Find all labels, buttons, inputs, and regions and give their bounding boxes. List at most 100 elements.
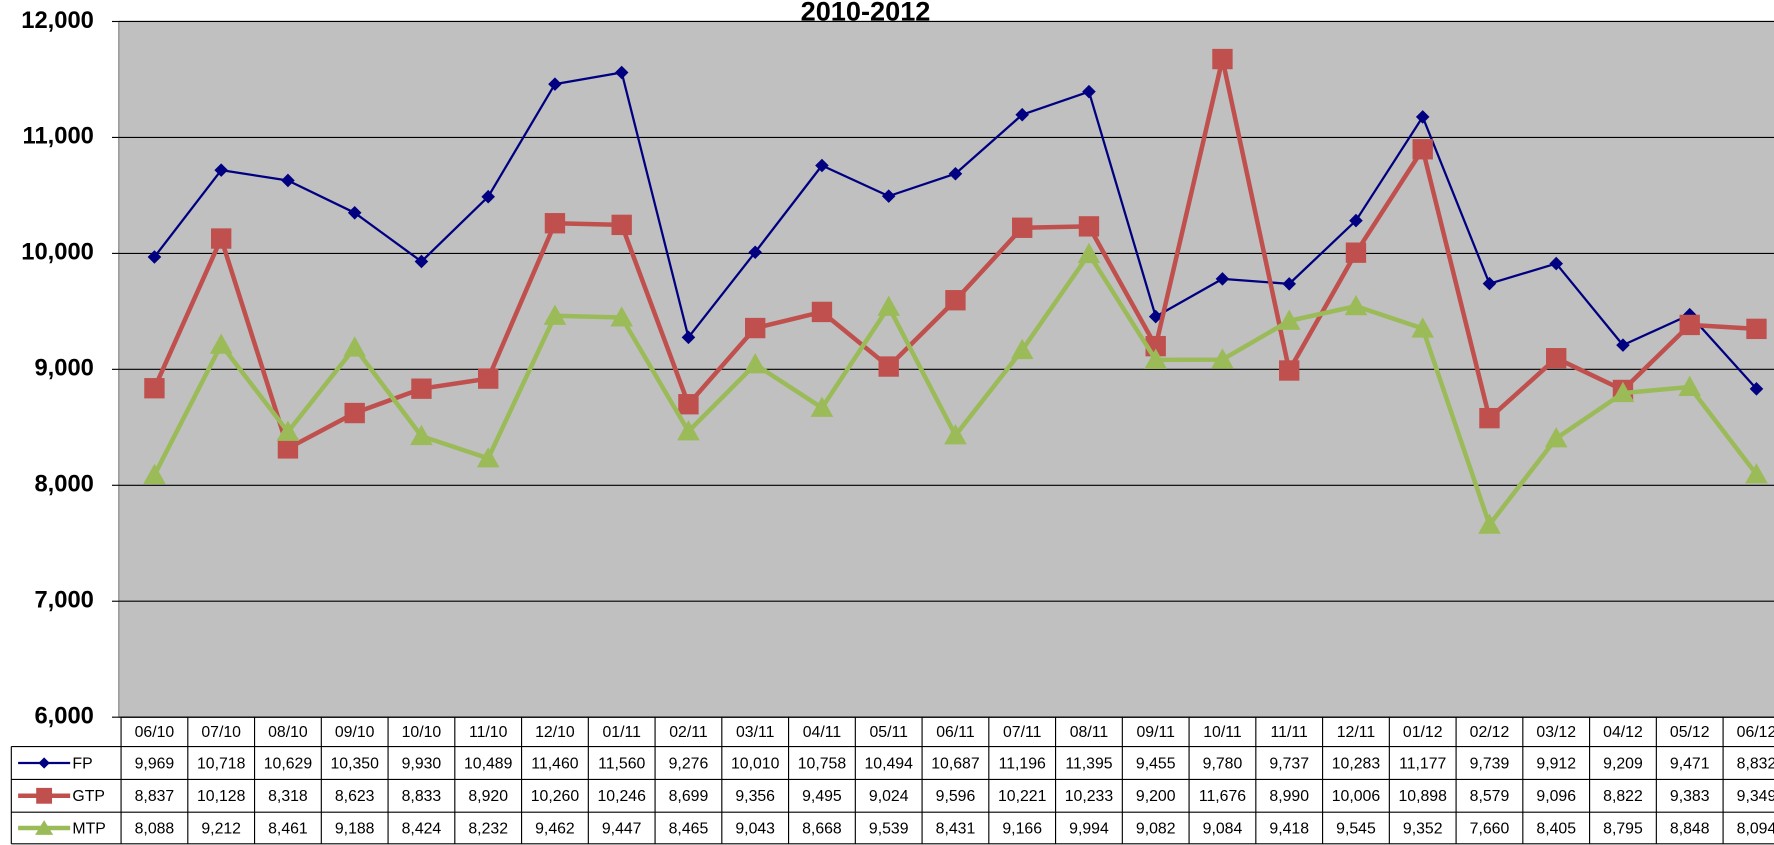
table-value: 8,094 (1737, 820, 1774, 837)
table-value: 10,687 (931, 755, 979, 772)
x-tick-label: 07/10 (201, 724, 241, 741)
table-value: 9,994 (1069, 820, 1109, 837)
y-tick-label: 7,000 (34, 587, 93, 614)
table-value: 9,356 (735, 788, 775, 805)
table-value: 9,539 (869, 820, 909, 837)
table-value: 11,560 (598, 755, 645, 772)
table-value: 10,629 (264, 755, 313, 772)
table-value: 9,455 (1136, 755, 1176, 772)
y-tick-label: 11,000 (23, 123, 94, 150)
table-value: 8,833 (402, 788, 442, 805)
legend-marker (35, 820, 54, 835)
table-value: 9,084 (1203, 820, 1243, 837)
table-value: 8,232 (468, 820, 508, 837)
marker (611, 214, 632, 236)
x-tick-label: 09/10 (335, 724, 375, 741)
x-tick-label: 09/11 (1136, 724, 1175, 741)
x-tick-label: 04/11 (803, 724, 842, 741)
table-value: 11,676 (1199, 788, 1246, 805)
table-value: 8,848 (1670, 820, 1710, 837)
y-tick-label: 12,000 (21, 7, 94, 34)
marker (1616, 338, 1630, 352)
chart-title: 2010-2012 (801, 0, 931, 27)
marker (877, 295, 901, 316)
marker (1344, 294, 1368, 316)
table-value: 8,822 (1603, 788, 1643, 805)
marker (1077, 242, 1101, 264)
x-tick-label: 12/11 (1337, 724, 1376, 741)
table-value: 9,545 (1336, 820, 1376, 837)
table-value: 9,912 (1536, 755, 1576, 772)
marker (1212, 48, 1233, 70)
table-value: 8,318 (268, 788, 308, 805)
marker (209, 333, 233, 354)
marker (478, 368, 499, 389)
y-tick-label: 8,000 (34, 471, 93, 498)
x-tick-label: 08/11 (1070, 724, 1109, 741)
marker (610, 306, 634, 327)
marker (1544, 427, 1568, 448)
x-tick-label: 03/11 (736, 724, 775, 741)
table-value: 8,832 (1737, 755, 1774, 772)
table-value: 8,424 (402, 820, 442, 837)
table-value: 8,668 (802, 820, 842, 837)
marker (277, 438, 299, 459)
marker (411, 378, 432, 399)
marker (811, 301, 833, 323)
table-value: 9,930 (402, 755, 442, 772)
table-value: 8,579 (1470, 788, 1510, 805)
marker (1082, 84, 1096, 99)
table-value: 9,188 (335, 820, 375, 837)
table-value: 9,596 (936, 788, 976, 805)
table-value: 11,395 (1065, 755, 1112, 772)
legend-marker (38, 757, 50, 769)
table-value: 9,349 (1737, 788, 1774, 805)
marker (343, 336, 367, 357)
table-value: 10,246 (597, 788, 646, 805)
marker (1144, 348, 1168, 369)
table-value: 9,737 (1269, 755, 1309, 772)
table-value: 10,221 (998, 788, 1047, 805)
table-value: 9,462 (535, 820, 575, 837)
x-tick-label: 11/10 (469, 724, 508, 741)
marker (1749, 382, 1764, 396)
marker (678, 394, 699, 415)
table-value: 8,795 (1603, 820, 1643, 837)
table-value: 9,043 (735, 820, 775, 837)
marker (410, 424, 433, 446)
marker (1078, 216, 1100, 237)
x-tick-label: 06/10 (135, 724, 175, 741)
x-tick-label: 10/11 (1203, 724, 1242, 741)
table-value: 9,739 (1470, 755, 1510, 772)
table-value: 8,461 (268, 820, 308, 837)
table-value: 10,006 (1332, 788, 1381, 805)
marker (878, 356, 899, 377)
marker (481, 189, 495, 204)
table-value: 9,276 (669, 755, 709, 772)
legend-label: MTP (72, 820, 105, 837)
table-value: 9,969 (135, 755, 175, 772)
table-value: 9,383 (1670, 788, 1710, 805)
legend-label: FP (72, 755, 92, 772)
table-value: 10,898 (1398, 788, 1447, 805)
table-value: 7,660 (1470, 820, 1510, 837)
marker (147, 250, 162, 264)
marker (745, 317, 766, 339)
marker (143, 463, 166, 485)
x-tick-label: 07/11 (1003, 724, 1042, 741)
table-value: 8,623 (335, 788, 375, 805)
table-value: 8,837 (135, 788, 175, 805)
x-tick-label: 11/11 (1271, 724, 1308, 741)
marker (1010, 338, 1034, 360)
marker (1277, 309, 1301, 330)
x-tick-label: 12/10 (535, 724, 575, 741)
table-value: 10,128 (197, 788, 246, 805)
marker (1746, 318, 1767, 340)
legend-label: GTP (72, 788, 105, 805)
table-value: 9,024 (869, 788, 909, 805)
x-tick-label: 03/12 (1536, 724, 1576, 741)
marker (1678, 375, 1702, 397)
x-tick-label: 02/12 (1470, 724, 1510, 741)
